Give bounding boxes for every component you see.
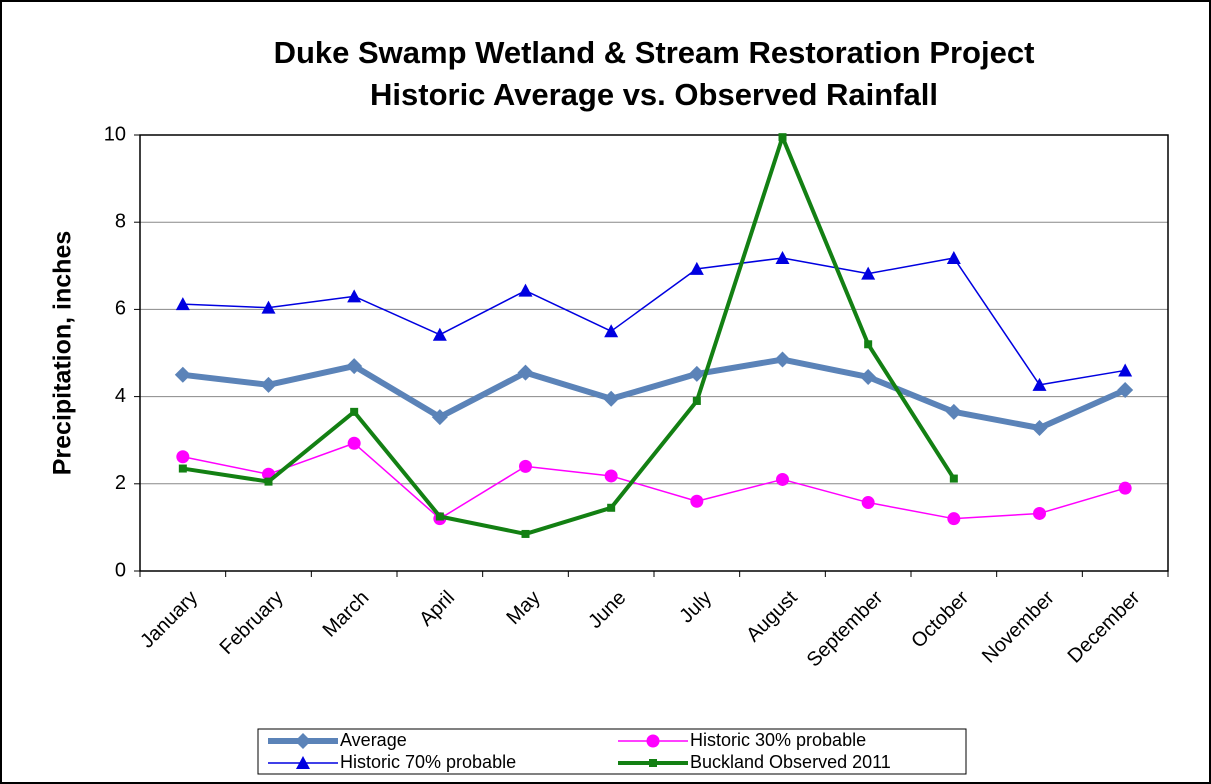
chart-title: Duke Swamp Wetland & Stream Restoration … bbox=[274, 35, 1035, 70]
point bbox=[949, 474, 958, 483]
point bbox=[517, 364, 534, 381]
point bbox=[175, 297, 190, 311]
legend-marker bbox=[646, 734, 660, 748]
y-tick-label: 6 bbox=[115, 298, 126, 320]
point bbox=[604, 469, 618, 483]
legend-label: Historic 70% probable bbox=[340, 752, 516, 772]
point bbox=[607, 503, 616, 512]
point bbox=[435, 512, 444, 521]
point bbox=[178, 464, 187, 473]
point bbox=[346, 358, 363, 375]
y-tick-label: 8 bbox=[115, 210, 126, 232]
point bbox=[347, 289, 362, 303]
point bbox=[432, 327, 447, 341]
point bbox=[864, 340, 873, 349]
legend-label: Historic 30% probable bbox=[690, 730, 866, 750]
point bbox=[860, 368, 877, 385]
point bbox=[689, 261, 704, 275]
point bbox=[1118, 363, 1133, 377]
series-line bbox=[182, 135, 956, 536]
point bbox=[261, 300, 276, 314]
y-axis-label: Precipitation, inches bbox=[49, 231, 77, 476]
series-line bbox=[182, 442, 1126, 520]
point bbox=[521, 529, 530, 538]
series-line bbox=[182, 257, 1126, 386]
point bbox=[774, 351, 791, 368]
point bbox=[947, 512, 961, 526]
y-tick-label: 0 bbox=[115, 559, 126, 581]
legend-marker bbox=[295, 733, 311, 749]
point bbox=[350, 407, 359, 416]
point bbox=[861, 496, 875, 510]
point bbox=[604, 324, 619, 338]
point bbox=[1032, 377, 1047, 391]
point bbox=[1118, 481, 1132, 495]
point bbox=[776, 472, 789, 486]
point bbox=[1033, 506, 1046, 520]
point bbox=[688, 365, 705, 382]
y-tick-label: 10 bbox=[104, 123, 126, 145]
point bbox=[1117, 382, 1134, 399]
point bbox=[174, 366, 191, 383]
point bbox=[431, 409, 448, 426]
point bbox=[518, 283, 533, 297]
point bbox=[778, 133, 787, 142]
point bbox=[690, 494, 704, 508]
point bbox=[176, 450, 190, 464]
point bbox=[264, 477, 273, 486]
legend-label: Buckland Observed 2011 bbox=[690, 752, 891, 772]
point bbox=[945, 403, 962, 420]
y-tick-label: 4 bbox=[115, 385, 126, 407]
point bbox=[775, 250, 790, 264]
point bbox=[260, 376, 277, 393]
point bbox=[692, 396, 701, 405]
legend-marker bbox=[649, 759, 657, 767]
point bbox=[603, 390, 620, 407]
point bbox=[347, 436, 361, 450]
chart-subtitle: Historic Average vs. Observed Rainfall bbox=[370, 77, 938, 112]
series-line bbox=[182, 356, 1127, 431]
legend-box bbox=[257, 728, 967, 775]
y-tick-label: 2 bbox=[115, 472, 126, 494]
point bbox=[861, 266, 876, 280]
point bbox=[1031, 419, 1048, 436]
legend-marker bbox=[296, 756, 310, 769]
point bbox=[946, 250, 961, 264]
point bbox=[519, 459, 532, 473]
legend-label: Average bbox=[340, 730, 407, 750]
